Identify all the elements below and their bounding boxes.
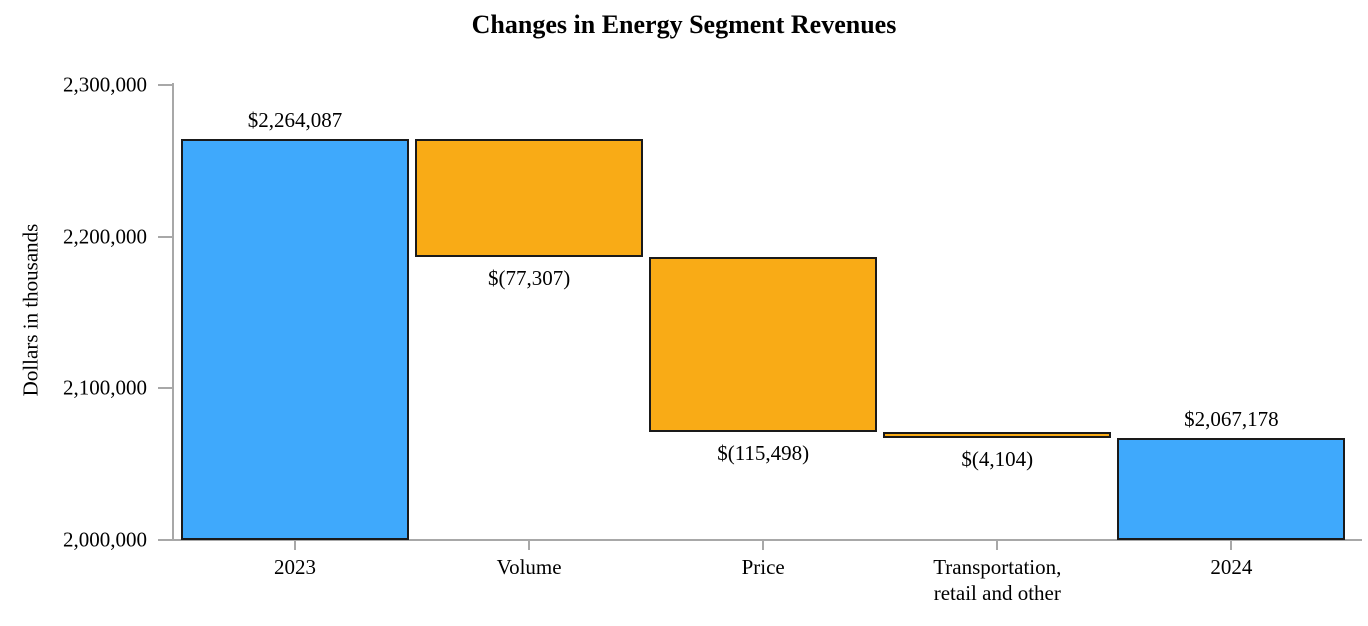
y-tick-mark — [158, 539, 172, 541]
category-label-2024: 2024 — [1210, 555, 1253, 579]
category-label-volume: Volume — [496, 555, 562, 579]
bar-volume — [415, 139, 644, 257]
x-axis-line — [158, 539, 1362, 541]
x-tick-mark — [294, 541, 296, 550]
y-tick-label: 2,200,000 — [63, 224, 147, 249]
x-tick-mark — [1230, 541, 1233, 550]
y-tick-mark — [158, 387, 172, 390]
bar-2023 — [181, 139, 409, 540]
x-tick-mark — [762, 541, 765, 550]
category-label-price: Price — [741, 555, 785, 579]
bar-price — [649, 256, 878, 432]
value-label-volume: $(77,307) — [487, 265, 571, 290]
category-label-transportation-retail-and-other: Transportation, retail and other — [933, 555, 1062, 605]
value-label-2023: $2,264,087 — [247, 108, 343, 133]
x-tick-mark — [528, 541, 531, 550]
y-tick-label: 2,000,000 — [63, 527, 147, 552]
y-tick-mark — [158, 235, 172, 238]
y-tick-label: 2,300,000 — [63, 72, 147, 97]
value-label-price: $(115,498) — [717, 440, 810, 465]
category-label-2023: 2023 — [274, 555, 316, 579]
bar-2024 — [1117, 438, 1346, 540]
bar-transportation-retail-and-other — [883, 431, 1112, 439]
y-axis-title: Dollars in thousands — [18, 223, 43, 397]
y-tick-mark — [158, 84, 172, 86]
chart-title: Changes in Energy Segment Revenues — [471, 10, 897, 39]
y-tick-label: 2,100,000 — [63, 375, 147, 400]
value-label-2024: $2,067,178 — [1184, 407, 1279, 432]
x-tick-mark — [996, 541, 999, 550]
value-label-transportation-retail-and-other: $(4,104) — [961, 447, 1034, 472]
y-axis-line — [172, 83, 174, 541]
